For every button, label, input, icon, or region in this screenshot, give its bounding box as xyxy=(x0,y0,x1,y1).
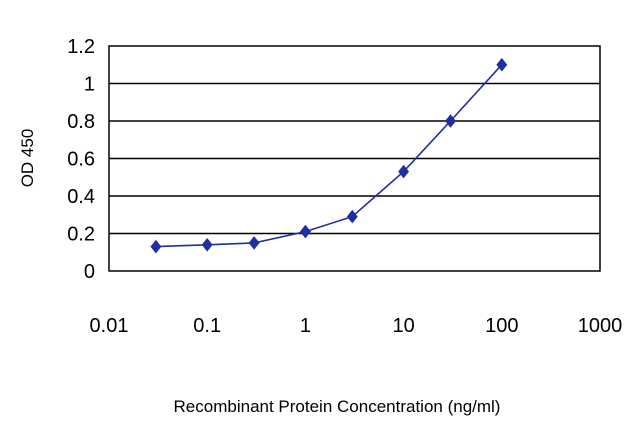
y-tick-label: 1 xyxy=(84,74,95,96)
data-point xyxy=(201,237,213,252)
x-tick-label: 0.1 xyxy=(193,315,221,337)
y-tick-label: 0.4 xyxy=(67,186,95,208)
data-point xyxy=(445,114,456,128)
y-tick-label: 0.8 xyxy=(67,111,95,133)
data-point xyxy=(496,57,508,72)
x-tick-label: 0.01 xyxy=(90,315,129,337)
y-axis-title: OD 450 xyxy=(18,129,37,188)
y-tick-label: 1.2 xyxy=(67,36,95,58)
x-axis-title: Recombinant Protein Concentration (ng/ml… xyxy=(174,397,501,416)
data-point xyxy=(398,164,410,179)
y-tick-label: 0.2 xyxy=(67,224,95,246)
gridlines xyxy=(109,82,600,235)
data-point xyxy=(299,224,311,239)
y-tick-label: 0 xyxy=(84,261,95,283)
x-tick-label: 10 xyxy=(392,315,414,337)
y-tick-label: 0.6 xyxy=(67,149,95,171)
series-line xyxy=(155,64,503,248)
series-group xyxy=(150,57,508,254)
x-tick-label: 100 xyxy=(485,315,518,337)
data-point xyxy=(150,239,162,254)
y-tick-labels: 0 0.2 0.4 0.6 0.8 1 1.2 xyxy=(67,36,95,283)
x-tick-label: 1 xyxy=(300,315,311,337)
x-tick-labels: 0.01 0.1 1 10 100 1000 xyxy=(90,315,623,337)
data-point xyxy=(248,236,260,250)
data-point xyxy=(346,209,358,224)
x-tick-label: 1000 xyxy=(578,315,623,337)
